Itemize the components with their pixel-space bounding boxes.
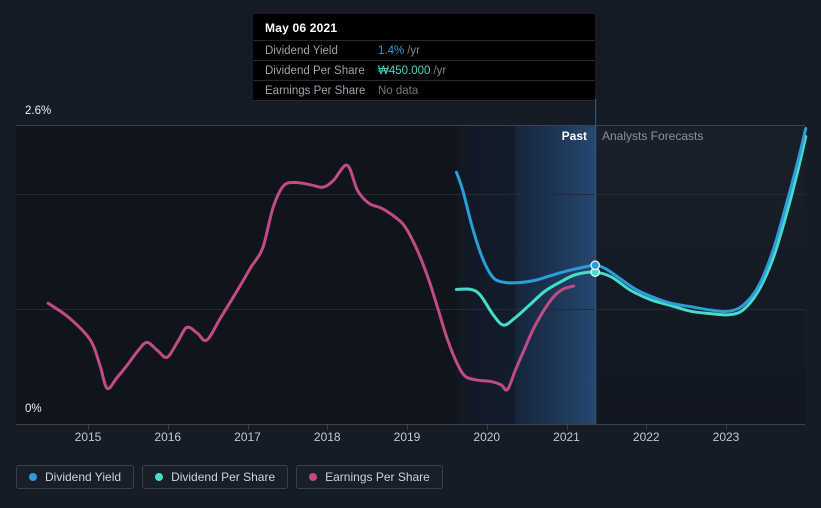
series-line-earnings-per-share: [46, 163, 576, 392]
tooltip-date: May 06 2021: [265, 21, 338, 35]
x-axis-label: 2017: [234, 430, 261, 444]
series-line-dividend-yield: [454, 126, 808, 314]
marker-dividend-yield: [590, 260, 601, 271]
tooltip-unit: /yr: [407, 44, 420, 57]
forecast-region-label: Analysts Forecasts: [602, 129, 704, 143]
y-axis-min-label: 0%: [25, 403, 42, 415]
tooltip-value: 1.4%: [378, 44, 405, 57]
tooltip-unit: /yr: [433, 64, 447, 77]
tooltip-row-dividend-per-share: Dividend Per Share ₩450.000 /yr: [253, 60, 595, 80]
tooltip-row-earnings-per-share: Earnings Per Share No data: [253, 80, 595, 101]
legend-label: Dividend Per Share: [171, 470, 276, 484]
dividend-per-share-dot-icon: [155, 473, 164, 481]
tooltip-value: ₩450.000: [378, 64, 431, 77]
x-axis-label: 2018: [313, 430, 341, 444]
legend-label: Dividend Yield: [45, 470, 122, 484]
tooltip-label: Dividend Per Share: [265, 64, 365, 77]
x-axis-label: 2015: [74, 430, 102, 444]
chart-legend: Dividend Yield Dividend Per Share Earnin…: [16, 465, 443, 489]
x-axis-label: 2021: [553, 430, 580, 444]
x-axis-label: 2022: [632, 430, 660, 444]
chart-tooltip: May 06 2021 Dividend Yield 1.4% /yr Divi…: [253, 14, 595, 101]
legend-item-earnings-per-share[interactable]: Earnings Per Share: [296, 465, 443, 489]
legend-item-dividend-per-share[interactable]: Dividend Per Share: [142, 465, 289, 489]
tooltip-row-dividend-yield: Dividend Yield 1.4% /yr: [253, 40, 595, 60]
x-axis-label: 2020: [473, 430, 501, 444]
legend-label: Earnings Per Share: [325, 470, 430, 484]
x-axis-label: 2023: [712, 430, 740, 444]
tooltip-value: No data: [378, 84, 419, 97]
x-axis-label: 2019: [393, 430, 421, 444]
legend-item-dividend-yield[interactable]: Dividend Yield: [16, 465, 135, 489]
forecast-region: [595, 125, 805, 424]
past-region-label: Past: [561, 129, 587, 143]
x-axis-label: 2016: [154, 430, 182, 444]
earnings-per-share-dot-icon: [309, 473, 318, 481]
tooltip-label: Dividend Yield: [265, 44, 338, 57]
y-axis-max-label: 2.6%: [25, 105, 52, 117]
series-line-dividend-per-share: [454, 135, 808, 327]
dividend-yield-dot-icon: [29, 473, 37, 481]
tooltip-label: Earnings Per Share: [265, 84, 366, 97]
